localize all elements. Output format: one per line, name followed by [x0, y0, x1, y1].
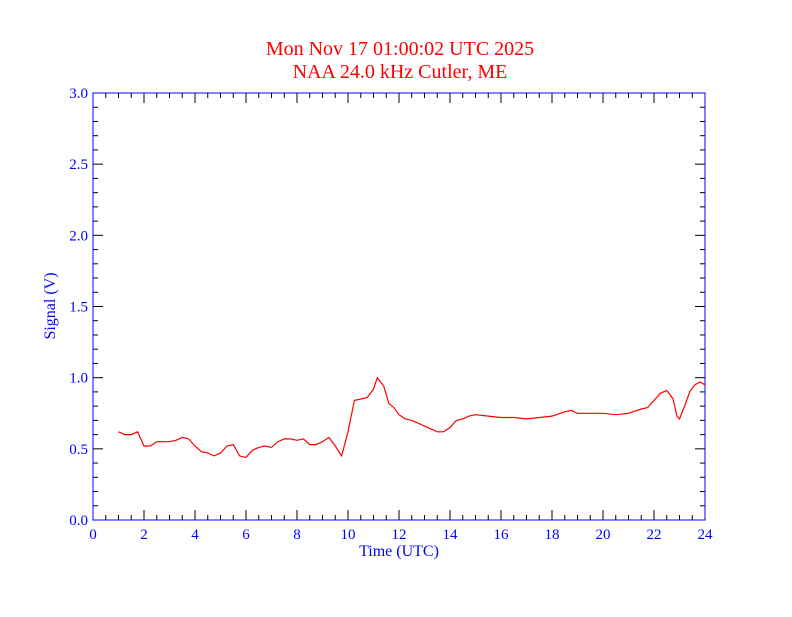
x-tick-label: 4 [191, 527, 199, 543]
chart-title: Mon Nov 17 01:00:02 UTC 2025 [266, 38, 534, 60]
y-tick-label: 3.0 [69, 86, 88, 102]
x-tick-label: 0 [89, 527, 97, 543]
y-tick-label: 0.0 [69, 513, 88, 529]
x-tick-label: 24 [698, 527, 714, 543]
plot-frame [92, 92, 706, 521]
signal-line [118, 376, 706, 459]
x-tick-label: 16 [494, 527, 510, 543]
axis-ticks [92, 92, 706, 521]
y-tick-label: 2.0 [69, 228, 88, 244]
x-tick-label: 6 [242, 527, 250, 543]
x-tick-label: 8 [293, 527, 301, 543]
chart-subtitle: NAA 24.0 kHz Cutler, ME [293, 61, 508, 83]
x-tick-label: 20 [596, 527, 611, 543]
x-tick-label: 22 [647, 527, 662, 543]
x-tick-label: 14 [443, 527, 459, 543]
x-tick-label: 12 [392, 527, 407, 543]
y-axis-label: Signal (V) [42, 272, 59, 339]
x-tick-labels: 0 2 4 6 8 10 12 14 16 18 20 22 24 [89, 527, 713, 543]
y-tick-label: 2.5 [69, 157, 88, 173]
y-tick-labels: 0.0 0.5 1.0 1.5 2.0 2.5 3.0 [69, 86, 88, 529]
x-tick-label: 18 [545, 527, 560, 543]
x-tick-label: 2 [140, 527, 148, 543]
x-axis-label: Time (UTC) [359, 543, 439, 560]
y-tick-label: 1.0 [69, 371, 88, 387]
y-tick-label: 1.5 [69, 300, 88, 316]
x-tick-label: 10 [341, 527, 356, 543]
y-tick-label: 0.5 [69, 442, 88, 458]
